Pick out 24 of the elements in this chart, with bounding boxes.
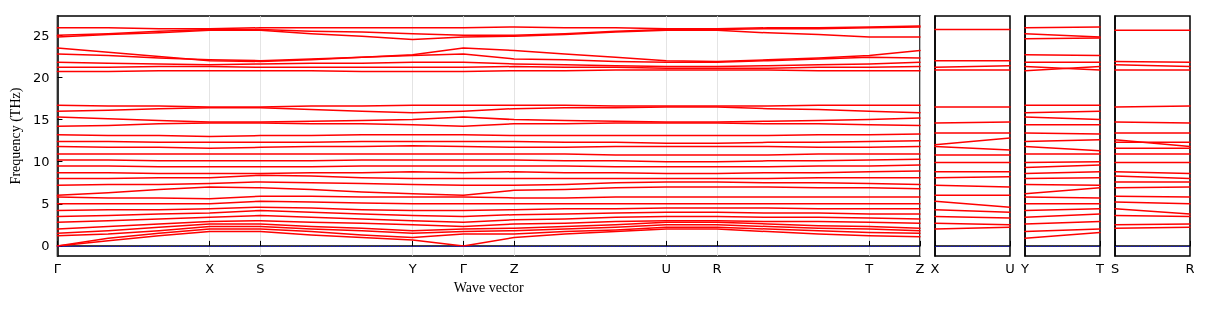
y-axis-title: Frequency (THz) [7,87,24,185]
x-tick-label: S [1110,261,1120,276]
x-tick-label: Γ [459,261,468,276]
y-tick-label: 25 [32,27,50,43]
x-tick-label: S [256,261,265,276]
x-tick-label: Z [509,261,519,276]
y-tick-label: 20 [32,69,50,85]
x-tick-label: U [661,261,672,276]
x-tick-label: X [930,261,940,276]
x-tick-label: U [1005,261,1015,276]
x-tick-label: X [205,261,215,276]
x-tick-label: Y [407,261,417,276]
x-tick-label: R [1185,261,1195,276]
y-tick-label: 10 [32,154,50,170]
x-tick-label: T [864,261,874,276]
y-tick-label: 0 [41,238,50,254]
y-tick-label: 15 [32,112,50,128]
y-tick-label: 5 [41,196,50,212]
x-tick-label: Y [1020,261,1030,276]
x-tick-label: Γ [53,261,62,276]
x-tick-label: R [712,261,722,276]
x-axis-title: Wave vector [453,279,525,295]
x-tick-label: Z [915,261,925,276]
x-tick-label: T [1095,261,1105,276]
